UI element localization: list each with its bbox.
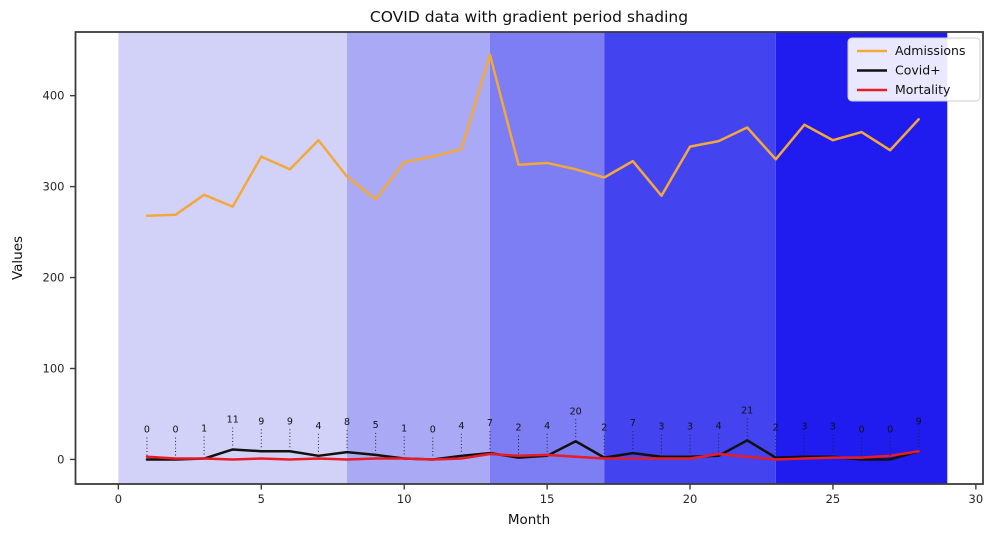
annotation-value: 7 (487, 418, 493, 429)
annotation-value: 21 (741, 405, 753, 416)
annotation-value: 2 (516, 423, 522, 434)
x-axis-ticks: 0 5 10 15 20 25 30 (115, 484, 983, 506)
x-axis-label: Month (508, 512, 550, 528)
annotation-value: 4 (458, 421, 464, 432)
annotation-value: 2 (773, 423, 779, 434)
annotation-value: 2 (601, 423, 607, 434)
x-tick-label: 30 (969, 492, 984, 506)
y-axis-label: Values (10, 236, 26, 280)
x-tick-label: 10 (397, 492, 412, 506)
chart-title: COVID data with gradient period shading (370, 8, 688, 26)
annotation-value: 9 (916, 416, 922, 427)
y-tick-label: 0 (57, 452, 64, 466)
covid--line (145, 439, 920, 461)
annotation-value: 5 (373, 420, 379, 431)
annotation-value: 4 (544, 421, 550, 432)
annotation-value: 3 (830, 422, 836, 433)
plot-frame (74, 31, 984, 485)
y-tick-label: 200 (43, 271, 65, 285)
shading-band (489, 32, 605, 484)
x-tick-label: 15 (540, 492, 555, 506)
shading-band (118, 32, 348, 484)
annotation-value: 20 (570, 406, 582, 417)
annotation-value: 0 (887, 424, 893, 435)
series-lines (145, 53, 920, 461)
legend: Admissions Covid+ Mortality (847, 37, 981, 102)
annotation-value: 0 (859, 424, 865, 435)
annotation-value: 0 (430, 424, 436, 435)
annotation-value: 9 (287, 416, 293, 427)
x-tick-label: 25 (826, 492, 841, 506)
annotation-value: 3 (658, 422, 664, 433)
annotation-value: 3 (687, 422, 693, 433)
annotation-value: 1 (401, 424, 407, 435)
legend-entry-covid: Covid+ (857, 63, 941, 78)
y-axis-ticks: 0 100 200 300 400 (43, 89, 76, 466)
annotation-value: 0 (144, 424, 150, 435)
legend-label-mortality: Mortality (895, 82, 951, 97)
x-tick-label: 20 (683, 492, 698, 506)
annotation-value: 7 (630, 418, 636, 429)
annotation-value: 4 (315, 421, 321, 432)
y-tick-label: 300 (43, 180, 65, 194)
annotation-value: 0 (173, 424, 179, 435)
mortality-line (145, 450, 920, 461)
annotation-value: 11 (227, 414, 239, 425)
shading-band (604, 32, 776, 484)
legend-label-covid: Covid+ (895, 63, 941, 78)
y-tick-label: 400 (43, 89, 65, 103)
x-tick-label: 0 (115, 492, 122, 506)
annotation-value: 8 (344, 417, 350, 428)
y-tick-label: 100 (43, 361, 65, 375)
annotation-value: 4 (716, 421, 722, 432)
legend-entry-admissions: Admissions (857, 43, 966, 58)
gradient-shading-bands (118, 32, 948, 484)
legend-box (847, 37, 981, 102)
shading-band (775, 32, 948, 484)
annotation-value: 1 (201, 424, 207, 435)
admissions-line (145, 53, 920, 217)
legend-entry-mortality: Mortality (857, 82, 951, 97)
x-tick-label: 5 (258, 492, 265, 506)
annotation-value: 9 (258, 416, 264, 427)
legend-label-admissions: Admissions (895, 43, 966, 58)
annotation-value: 3 (801, 422, 807, 433)
shading-band (347, 32, 490, 484)
